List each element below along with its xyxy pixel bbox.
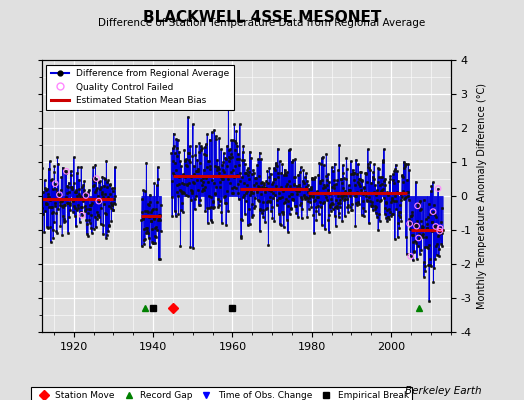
Point	[92, 176, 101, 182]
Point	[407, 253, 415, 260]
Point	[413, 203, 422, 209]
Legend: Station Move, Record Gap, Time of Obs. Change, Empirical Break: Station Move, Record Gap, Time of Obs. C…	[31, 388, 412, 400]
Y-axis label: Monthly Temperature Anomaly Difference (°C): Monthly Temperature Anomaly Difference (…	[477, 83, 487, 309]
Text: Difference of Station Temperature Data from Regional Average: Difference of Station Temperature Data f…	[99, 18, 425, 28]
Text: BLACKWELL 4SSE MESONET: BLACKWELL 4SSE MESONET	[143, 10, 381, 25]
Point	[55, 192, 63, 198]
Point	[435, 228, 444, 234]
Point	[51, 180, 59, 187]
Point	[82, 192, 90, 199]
Point	[429, 208, 438, 215]
Point	[434, 185, 442, 192]
Point	[406, 220, 414, 227]
Point	[62, 168, 71, 174]
Point	[414, 235, 423, 241]
Point	[412, 223, 421, 229]
Point	[78, 212, 86, 218]
Text: Berkeley Earth: Berkeley Earth	[406, 386, 482, 396]
Point	[95, 198, 103, 204]
Point	[436, 225, 444, 231]
Point	[432, 223, 440, 230]
